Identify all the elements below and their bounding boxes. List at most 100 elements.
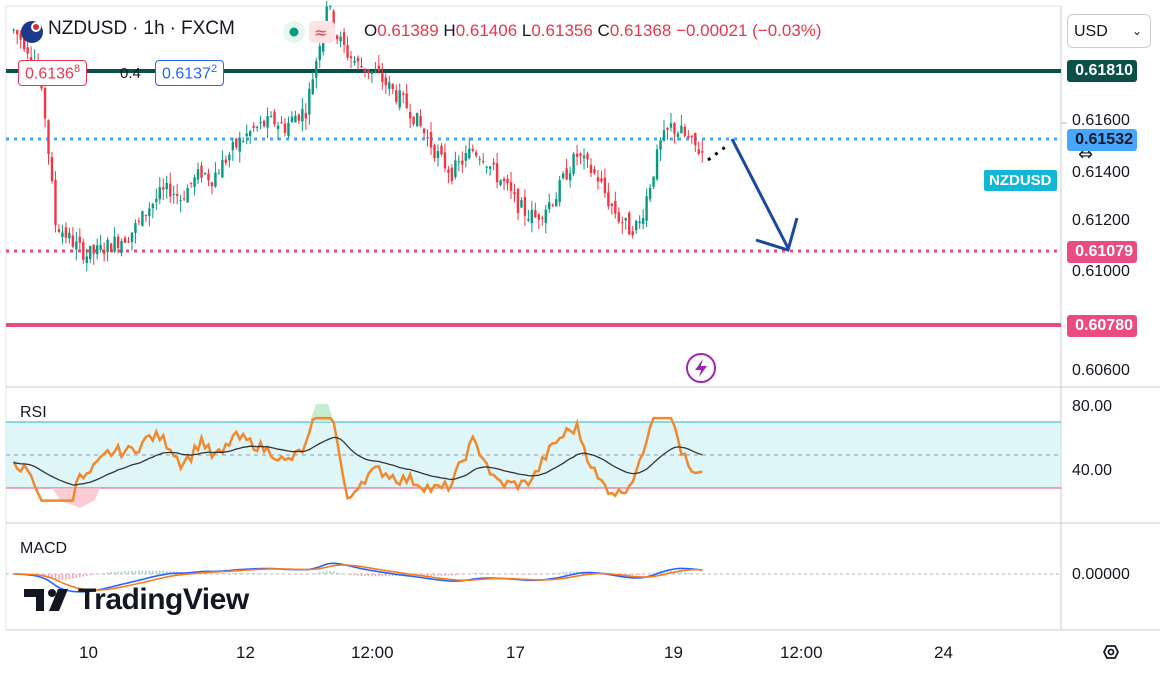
candle-body	[182, 198, 186, 200]
macd-histogram-bar	[256, 573, 258, 574]
macd-histogram-bar	[378, 574, 380, 577]
candle-body	[165, 182, 168, 190]
candle-body	[652, 176, 655, 187]
candle-body	[433, 145, 436, 158]
macd-histogram-bar	[531, 574, 533, 575]
macd-histogram-bar	[687, 572, 690, 574]
macd-histogram-bar	[72, 574, 74, 579]
candle-body	[276, 125, 280, 130]
macd-histogram-bar	[329, 570, 331, 574]
macd-histogram-bar	[635, 574, 637, 576]
spread: 0.4	[120, 65, 141, 82]
candle-body	[370, 71, 374, 75]
macd-label[interactable]: MACD	[20, 540, 68, 557]
candle-body	[332, 10, 335, 32]
candle-body	[624, 217, 627, 221]
candle-body	[92, 244, 95, 254]
macd-histogram-bar	[367, 574, 370, 577]
candle-body	[346, 45, 349, 58]
candle-body	[123, 237, 127, 243]
macd-histogram-bar	[534, 574, 537, 575]
macd-histogram-bar	[680, 571, 683, 574]
candle-body	[349, 56, 353, 59]
settings-icon[interactable]	[1102, 645, 1120, 659]
macd-histogram	[16, 570, 704, 581]
forecast-arrow-shaft[interactable]	[730, 138, 790, 249]
candle-body	[461, 160, 464, 165]
candle-body	[82, 242, 85, 260]
candle-body	[381, 73, 384, 82]
macd-histogram-bar	[214, 573, 217, 574]
macd-histogram-bar	[381, 574, 384, 577]
candle-body	[589, 164, 593, 174]
lightning-icon[interactable]	[686, 353, 716, 383]
macd-histogram-bar	[204, 572, 206, 574]
macd-histogram-bar	[152, 570, 154, 574]
macd-histogram-bar	[371, 574, 373, 577]
macd-histogram-bar	[492, 573, 495, 574]
macd-histogram-bar	[360, 574, 363, 577]
macd-histogram-bar	[485, 573, 488, 574]
candle-body	[280, 122, 283, 124]
macd-histogram-bar	[458, 574, 460, 575]
candle-body	[54, 179, 57, 226]
candle-body	[527, 218, 530, 221]
candle-body	[113, 236, 116, 252]
wave-icon[interactable]	[309, 21, 335, 43]
candle-body	[607, 192, 610, 207]
candle-body	[363, 68, 367, 73]
candle-body	[645, 196, 648, 221]
rsi-tick: 80.00	[1072, 398, 1113, 415]
currency-select[interactable]: USD ⌄	[1067, 14, 1151, 48]
macd-histogram-bar	[524, 574, 526, 575]
candle-body	[541, 217, 544, 219]
macd-histogram-bar	[311, 573, 314, 574]
chevron-down-icon: ⌄	[1131, 24, 1142, 38]
rsi-oversold-fill	[52, 488, 100, 508]
candle-body	[638, 221, 641, 224]
interval[interactable]: 1h	[143, 18, 165, 39]
macd-histogram-bar	[440, 574, 443, 576]
candle-body	[311, 79, 314, 95]
buy-button[interactable]: 0.61372	[155, 60, 225, 87]
svg-text:≈: ≈	[314, 23, 327, 42]
candle-body	[447, 169, 450, 173]
tradingview-logo-icon	[24, 589, 68, 611]
symbol-header[interactable]: NZDUSD · 1h · FXCM	[48, 18, 235, 40]
candle-body	[47, 120, 50, 155]
candle-body	[175, 194, 179, 197]
macd-histogram-bar	[131, 571, 133, 574]
candle-body	[555, 198, 558, 207]
sell-button[interactable]: 0.61368	[18, 60, 88, 87]
candle-body	[158, 187, 161, 200]
candle-body	[582, 155, 586, 159]
low-value: 0.61356	[531, 21, 593, 40]
candle-body	[29, 57, 33, 62]
candle-body	[78, 236, 82, 243]
candle-body	[259, 121, 262, 124]
macd-histogram-bar	[357, 574, 359, 576]
macd-histogram-bar	[238, 573, 241, 574]
candle-body	[283, 123, 287, 133]
candle-body	[315, 61, 318, 78]
exchange: FXCM	[180, 18, 235, 39]
macd-histogram-bar	[475, 573, 478, 574]
macd-histogram-bar	[482, 572, 484, 574]
candle-body	[565, 168, 568, 180]
macd-histogram-bar	[562, 572, 564, 574]
price-tick: 0.61000	[1072, 263, 1130, 280]
macd-histogram-bar	[232, 573, 234, 574]
candle-body	[189, 182, 193, 184]
high-value: 0.61406	[455, 21, 518, 40]
candle-body	[242, 140, 245, 142]
rsi-label[interactable]: RSI	[20, 404, 47, 421]
sell-price: 0.6136	[25, 65, 74, 83]
candle-body	[151, 203, 155, 209]
candle-body	[687, 136, 690, 138]
macd-histogram-bar	[245, 573, 248, 574]
sell-price-sup: 8	[73, 63, 81, 75]
candle-body	[641, 217, 645, 224]
symbol-name[interactable]: NZDUSD	[48, 18, 128, 39]
macd-histogram-bar	[117, 571, 119, 574]
